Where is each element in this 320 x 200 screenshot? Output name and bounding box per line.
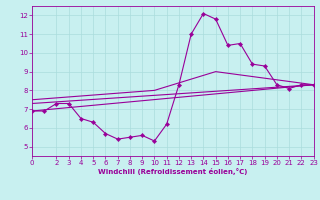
X-axis label: Windchill (Refroidissement éolien,°C): Windchill (Refroidissement éolien,°C) — [98, 168, 247, 175]
